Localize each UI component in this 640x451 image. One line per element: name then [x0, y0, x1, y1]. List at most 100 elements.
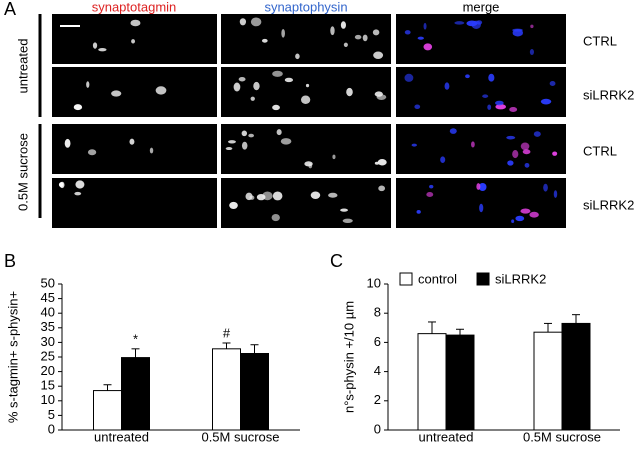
puncta [495, 104, 506, 110]
column-header: synaptophysin [264, 0, 347, 14]
puncta [465, 74, 470, 79]
puncta [423, 22, 427, 30]
puncta [250, 96, 255, 101]
y-tick-label: 2 [374, 392, 381, 407]
puncta [241, 141, 248, 150]
puncta [256, 193, 266, 201]
puncta [129, 138, 135, 145]
puncta [362, 34, 368, 42]
panel-label: A [4, 0, 16, 19]
puncta [507, 160, 514, 166]
y-tick-label: 25 [41, 348, 55, 363]
puncta [512, 150, 519, 159]
bar [533, 331, 563, 431]
puncta [225, 147, 233, 151]
puncta [241, 130, 248, 137]
micrograph [221, 67, 391, 117]
puncta [248, 133, 254, 138]
puncta [86, 81, 90, 88]
puncta [343, 42, 348, 47]
puncta [478, 182, 487, 192]
puncta [229, 201, 238, 210]
y-tick-label: 6 [374, 334, 381, 349]
y-axis-label: % s-tagmin+ s-physin+ [5, 291, 20, 423]
puncta [372, 29, 380, 36]
puncta [509, 107, 518, 113]
puncta [98, 47, 107, 52]
puncta [416, 209, 421, 214]
x-tick-label: untreated [419, 429, 474, 444]
puncta [533, 131, 541, 137]
panel-label: C [330, 251, 343, 271]
bar [445, 334, 475, 431]
puncta [271, 213, 280, 222]
puncta [411, 143, 417, 147]
bar [93, 390, 122, 431]
puncta [404, 73, 414, 82]
puncta [444, 82, 450, 90]
puncta [524, 162, 530, 168]
bar [240, 352, 269, 431]
micrograph [396, 67, 566, 117]
bar [121, 357, 150, 431]
puncta [512, 29, 524, 37]
group-label: untreated [15, 39, 30, 94]
puncta [482, 94, 489, 98]
puncta [530, 24, 534, 29]
y-tick-label: 10 [367, 275, 381, 290]
annotation: * [133, 331, 138, 346]
puncta [330, 26, 335, 36]
puncta [515, 215, 525, 222]
puncta [440, 156, 446, 164]
y-tick-label: 20 [41, 363, 55, 378]
puncta [340, 21, 347, 29]
puncta [75, 180, 85, 189]
panel-label: B [4, 251, 16, 271]
puncta [249, 195, 255, 200]
puncta [73, 104, 83, 111]
puncta [354, 34, 362, 40]
legend-label: control [418, 271, 457, 286]
puncta [272, 104, 280, 111]
puncta [276, 129, 282, 136]
puncta [342, 218, 353, 223]
puncta [74, 191, 82, 196]
x-tick-label: 0.5M sucrose [201, 429, 279, 444]
puncta [239, 18, 247, 26]
puncta [529, 49, 535, 56]
puncta [238, 76, 246, 82]
puncta [479, 203, 484, 213]
puncta [261, 38, 268, 43]
puncta [488, 73, 495, 82]
puncta [284, 77, 294, 83]
puncta [228, 140, 236, 144]
puncta [476, 183, 481, 190]
y-tick-label: 50 [41, 275, 55, 290]
y-tick-label: 45 [41, 290, 55, 305]
y-tick-label: 5 [48, 407, 55, 422]
puncta [487, 104, 492, 110]
y-tick-label: 15 [41, 378, 55, 393]
puncta [506, 135, 516, 140]
puncta [272, 70, 283, 77]
y-tick-label: 35 [41, 319, 55, 334]
puncta [529, 211, 539, 218]
puncta [540, 98, 552, 105]
puncta [59, 181, 65, 189]
puncta [92, 42, 98, 49]
puncta [511, 219, 515, 223]
puncta [272, 191, 283, 201]
y-tick-label: 4 [374, 363, 381, 378]
puncta [552, 151, 558, 156]
puncta [543, 183, 548, 192]
y-tick-label: 10 [41, 392, 55, 407]
puncta [414, 104, 421, 109]
puncta [495, 100, 504, 106]
row-label: CTRL [583, 33, 617, 48]
puncta [87, 149, 97, 156]
puncta [250, 17, 262, 27]
group-label: 0.5M sucrose [15, 133, 30, 211]
puncta [373, 51, 384, 59]
puncta [149, 147, 154, 154]
column-header: synaptotagmin [92, 0, 177, 14]
